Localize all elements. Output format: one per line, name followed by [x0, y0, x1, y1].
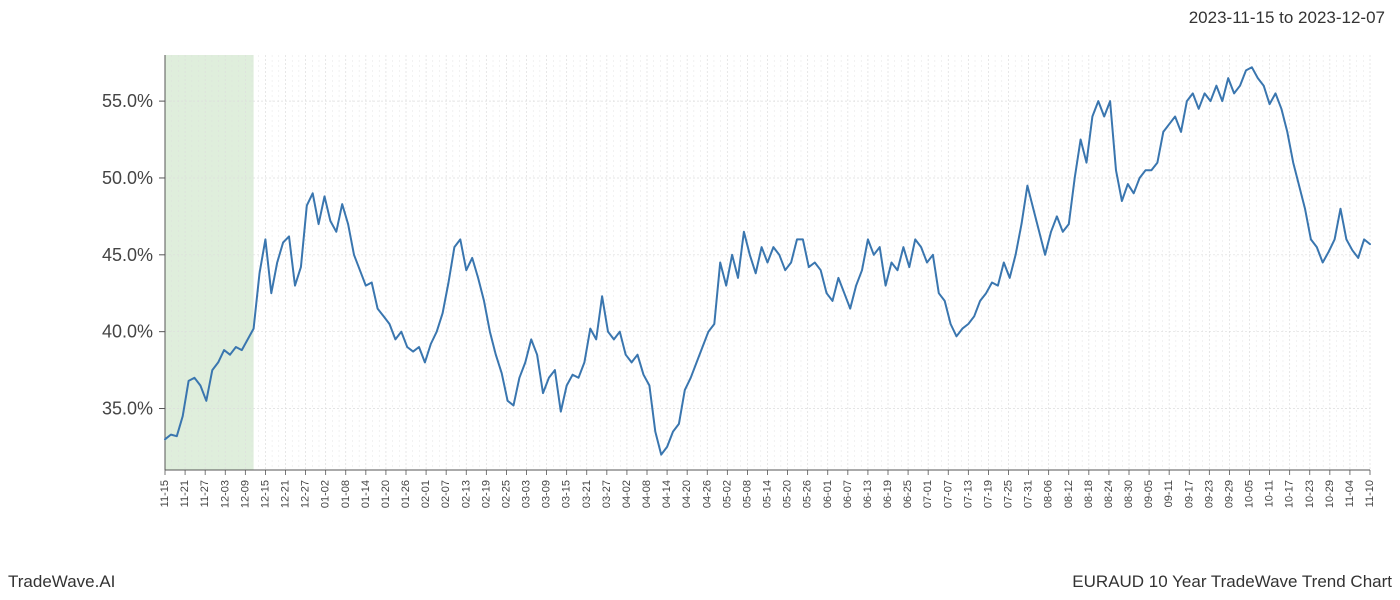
x-tick-label: 07-13: [962, 480, 974, 508]
x-tick-label: 02-01: [420, 480, 432, 508]
x-tick-label: 04-20: [681, 480, 693, 508]
trend-chart: 35.0% 40.0% 45.0% 50.0% 55.0% 11-15 11-21 11-27…: [60, 40, 1380, 525]
x-tick-label: 10-17: [1284, 480, 1296, 508]
x-tick-label: 11-10: [1364, 480, 1376, 507]
x-tick-label: 07-19: [982, 480, 994, 508]
x-tick-label: 07-31: [1023, 480, 1035, 508]
x-tick-label: 02-25: [500, 480, 512, 508]
x-tick-label: 10-29: [1324, 480, 1336, 508]
x-tick-label: 01-20: [380, 480, 392, 508]
x-tick-label: 09-29: [1223, 480, 1235, 508]
x-tick-label: 10-11: [1264, 480, 1276, 507]
x-tick-label: 11-21: [179, 480, 191, 507]
x-tick-label: 09-11: [1163, 480, 1175, 507]
x-tick-label: 11-15: [159, 480, 171, 507]
date-range-label: 2023-11-15 to 2023-12-07: [1189, 8, 1385, 28]
x-tick-label: 09-05: [1143, 480, 1155, 508]
x-tick-label: 05-08: [741, 480, 753, 508]
y-tick-label: 35.0%: [102, 399, 153, 419]
highlight-band: [165, 55, 254, 470]
brand-label: TradeWave.AI: [8, 572, 115, 592]
y-tick-label: 55.0%: [102, 91, 153, 111]
x-tick-label: 11-27: [199, 480, 211, 507]
x-tick-label: 04-08: [641, 480, 653, 508]
x-tick-label: 12-09: [239, 480, 251, 508]
chart-area: 35.0% 40.0% 45.0% 50.0% 55.0% 11-15 11-21 11-27…: [60, 40, 1380, 525]
x-tick-label: 06-01: [822, 480, 834, 508]
x-tick-label: 04-14: [661, 480, 673, 508]
x-tick-label: 02-07: [440, 480, 452, 508]
chart-title: EURAUD 10 Year TradeWave Trend Chart: [1072, 572, 1392, 592]
x-tick-label: 07-25: [1003, 480, 1015, 508]
y-tick-label: 40.0%: [102, 322, 153, 342]
x-tick-label: 04-26: [701, 480, 713, 508]
x-tick-labels: 11-15 11-21 11-27 12-03 12-09 12-15 12-21 12-27…: [159, 480, 1376, 508]
x-tick-label: 01-08: [340, 480, 352, 508]
x-tick-label: 04-02: [621, 480, 633, 508]
x-tick-label: 10-05: [1244, 480, 1256, 508]
y-tick-label: 50.0%: [102, 168, 153, 188]
x-tick-label: 03-09: [541, 480, 553, 508]
x-tick-label: 08-30: [1123, 480, 1135, 508]
x-tick-label: 10-23: [1304, 480, 1316, 508]
x-tick-label: 07-01: [922, 480, 934, 508]
x-tick-label: 12-03: [219, 480, 231, 508]
x-tick-label: 02-19: [480, 480, 492, 508]
x-tick-label: 05-02: [721, 480, 733, 508]
x-tick-label: 09-17: [1183, 480, 1195, 508]
x-tick-label: 06-07: [842, 480, 854, 508]
x-tick-label: 05-20: [782, 480, 794, 508]
x-tick-label: 01-26: [400, 480, 412, 508]
x-tick-label: 06-25: [902, 480, 914, 508]
x-tick-label: 03-21: [581, 480, 593, 508]
x-tick-label: 07-07: [942, 480, 954, 508]
x-tick-label: 08-12: [1063, 480, 1075, 508]
x-tick-label: 05-26: [802, 480, 814, 508]
x-tick-label: 08-06: [1043, 480, 1055, 508]
x-tick-label: 03-03: [521, 480, 533, 508]
x-tick-label: 01-02: [320, 480, 332, 508]
x-tick-label: 05-14: [762, 480, 774, 508]
y-tick-label: 45.0%: [102, 245, 153, 265]
x-tick-label: 02-13: [460, 480, 472, 508]
x-tick-label: 03-27: [601, 480, 613, 508]
x-tick-label: 12-21: [280, 480, 292, 508]
x-tick-label: 03-15: [561, 480, 573, 508]
x-tick-label: 08-24: [1103, 480, 1115, 508]
x-tick-label: 09-23: [1203, 480, 1215, 508]
x-tick-label: 12-15: [259, 480, 271, 508]
x-tick-label: 12-27: [300, 480, 312, 508]
x-tick-label: 06-13: [862, 480, 874, 508]
x-tick-label: 01-14: [360, 480, 372, 508]
x-tick-label: 11-04: [1344, 480, 1356, 507]
x-tick-label: 06-19: [882, 480, 894, 508]
x-tick-label: 08-18: [1083, 480, 1095, 508]
